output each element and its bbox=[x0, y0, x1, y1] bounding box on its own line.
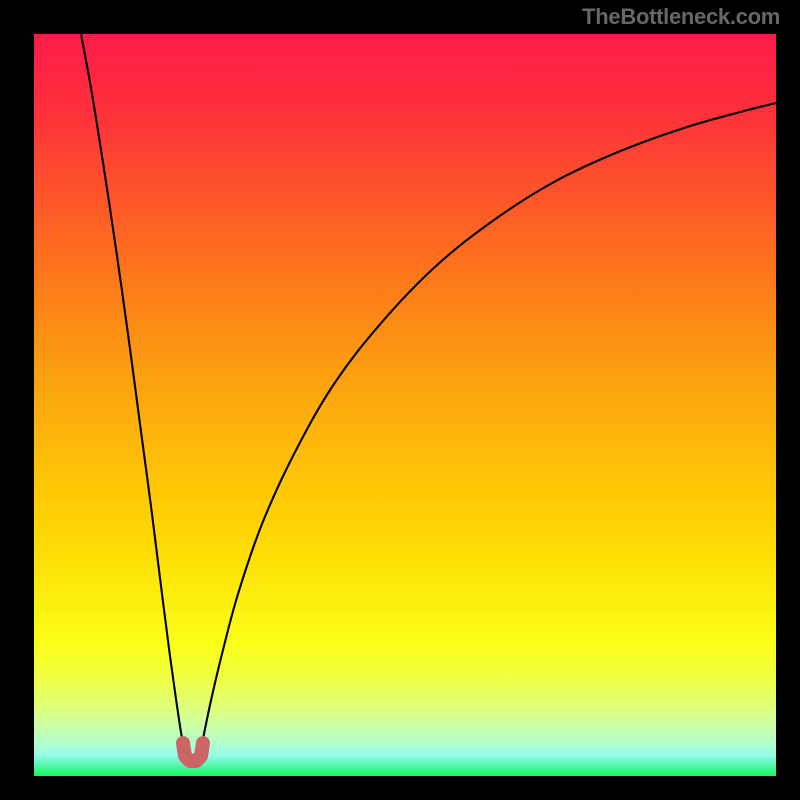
chart-container: TheBottleneck.com bbox=[0, 0, 800, 800]
watermark-text: TheBottleneck.com bbox=[582, 4, 780, 30]
plot-area bbox=[34, 34, 776, 776]
bottleneck-chart bbox=[34, 34, 776, 776]
gradient-background bbox=[34, 34, 776, 776]
